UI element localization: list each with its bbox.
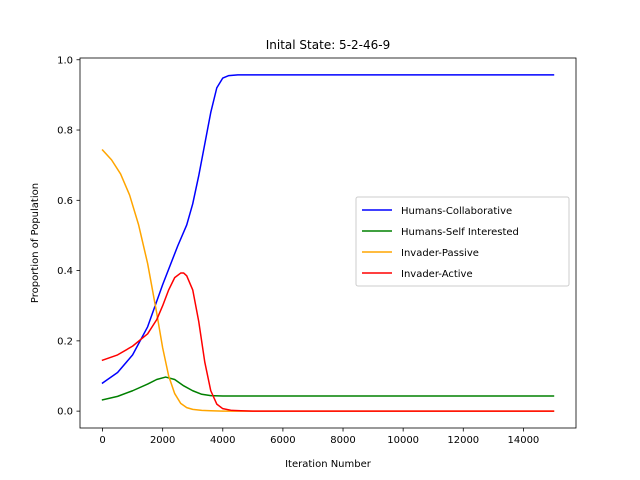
series-line-humans-collaborative [101,74,555,385]
y-axis-label: Proportion of Population [30,183,41,303]
series-layer [101,74,555,412]
y-axis-ticks: 0.0 0.2 0.4 0.6 0.8 1.0 [57,55,80,418]
legend-label: Invader-Active [401,269,473,280]
legend: Humans-Collaborative Humans-Self Interest… [355,196,570,287]
x-tick-label: 14000 [507,435,539,446]
x-tick-label: 10000 [387,435,419,446]
x-tick-label: 2000 [150,435,175,446]
series-line-invader-active [101,272,555,412]
legend-label: Humans-Self Interested [401,227,519,238]
series-line-invader-passive [101,149,555,412]
x-tick-label: 12000 [447,435,479,446]
y-tick-label: 1.0 [57,55,73,66]
y-tick-label: 0.0 [57,407,73,418]
x-tick-label: 6000 [270,435,295,446]
y-tick-label: 0.2 [57,336,73,347]
y-tick-label: 0.4 [57,266,73,277]
y-tick-label: 0.6 [57,196,73,207]
y-tick-label: 0.8 [57,126,73,137]
chart-title: Inital State: 5-2-46-9 [266,38,390,52]
series-line-humans-self-interested [101,376,555,401]
legend-label: Invader-Passive [401,248,479,259]
x-tick-label: 0 [99,435,105,446]
x-axis-ticks: 0 2000 4000 6000 8000 10000 12000 14000 [99,428,539,446]
x-tick-label: 4000 [210,435,235,446]
x-tick-label: 8000 [330,435,355,446]
x-axis-label: Iteration Number [285,459,372,470]
plot-frame [79,57,577,429]
legend-box [355,196,570,287]
legend-label: Humans-Collaborative [401,206,512,217]
